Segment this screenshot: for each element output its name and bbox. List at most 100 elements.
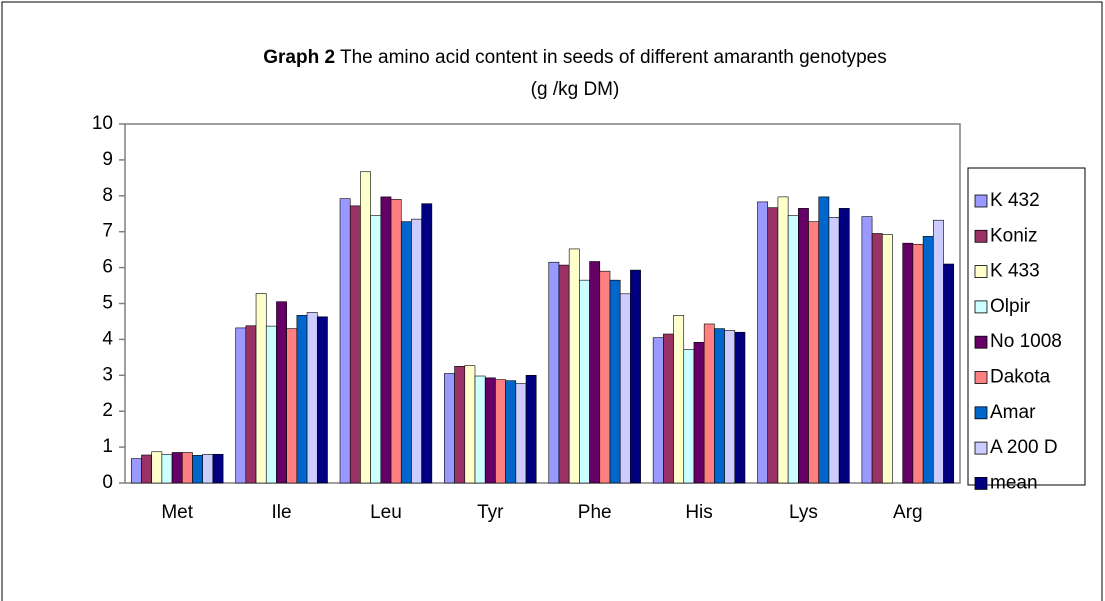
y-tick-label: 4	[102, 328, 113, 349]
bar	[474, 375, 486, 484]
bar	[663, 333, 674, 484]
bar	[619, 293, 631, 484]
legend-label: Koniz	[990, 225, 1038, 246]
bar	[828, 217, 840, 484]
bar	[339, 198, 351, 484]
y-tick-label: 8	[102, 185, 113, 206]
bar	[212, 453, 224, 484]
title-label: Graph 2	[263, 47, 335, 68]
bar	[734, 331, 746, 484]
bar	[912, 243, 924, 484]
legend-swatch	[974, 335, 988, 349]
bar	[652, 337, 664, 484]
legend-swatch	[974, 194, 988, 208]
bar	[444, 373, 455, 484]
x-tick-label: Tyr	[477, 502, 504, 523]
bar	[798, 208, 809, 484]
legend-label: Olpir	[990, 296, 1031, 317]
bar	[881, 234, 893, 484]
bar	[296, 315, 308, 484]
bar	[192, 455, 204, 484]
bar	[787, 215, 799, 484]
bar	[548, 261, 560, 484]
bar	[265, 325, 277, 484]
legend-label: K 432	[990, 190, 1040, 211]
legend-swatch	[974, 441, 988, 455]
bar	[151, 451, 163, 484]
bar	[777, 196, 789, 484]
bar	[141, 454, 152, 484]
y-tick-label: 7	[102, 221, 113, 242]
bar	[630, 269, 641, 484]
bar	[933, 219, 944, 484]
bar	[808, 221, 820, 484]
bar	[943, 263, 955, 484]
bar	[505, 380, 517, 484]
bar	[902, 242, 914, 484]
y-tick-label: 1	[102, 436, 113, 457]
legend-label: A 200 D	[990, 437, 1058, 458]
bar	[245, 325, 257, 484]
x-tick-label: His	[685, 502, 712, 523]
bar	[380, 196, 392, 484]
bar	[861, 216, 873, 484]
legend-box	[967, 167, 1086, 486]
legend-swatch	[974, 229, 988, 243]
bar	[714, 328, 725, 484]
y-tick-label: 6	[102, 257, 113, 278]
legend-label: mean	[990, 472, 1038, 493]
legend-swatch	[974, 371, 988, 384]
bar	[838, 208, 850, 484]
chart-subtitle: (g /kg DM)	[531, 79, 620, 100]
bar	[454, 366, 466, 484]
bar	[579, 279, 590, 484]
bar	[568, 248, 580, 484]
bar	[525, 374, 537, 484]
bar	[370, 215, 382, 484]
bar	[464, 365, 476, 484]
bar	[673, 315, 685, 484]
legend-swatch	[974, 476, 988, 490]
chart-title: Graph 2 The amino acid content in seeds …	[263, 47, 887, 68]
legend-label: Dakota	[990, 367, 1051, 388]
legend-swatch	[974, 406, 988, 420]
bar	[360, 171, 371, 484]
bar	[171, 452, 183, 484]
bar	[609, 279, 621, 484]
x-tick-label: Met	[161, 502, 193, 523]
bar	[515, 383, 527, 484]
legend-label: K 433	[990, 261, 1040, 282]
bar	[683, 349, 695, 484]
legend-label: No 1008	[990, 331, 1062, 352]
bar	[286, 328, 298, 484]
title-text: The amino acid content in seeds of diffe…	[340, 47, 887, 68]
bar	[130, 458, 142, 484]
bar	[349, 205, 361, 484]
y-tick-label: 9	[102, 149, 113, 170]
bar	[495, 379, 506, 484]
bar	[558, 264, 570, 484]
bar	[818, 196, 830, 484]
bar	[703, 323, 715, 484]
bar	[871, 233, 883, 484]
bar	[202, 453, 214, 484]
bar	[181, 452, 193, 484]
bar	[922, 236, 934, 484]
y-tick-label: 0	[102, 472, 113, 493]
x-tick-label: Lys	[789, 502, 818, 523]
bar	[693, 341, 705, 484]
bar	[421, 203, 433, 484]
bar	[724, 330, 736, 484]
x-tick-label: Ile	[272, 502, 292, 523]
x-tick-label: Leu	[370, 502, 402, 523]
legend-swatch	[974, 300, 988, 314]
bar	[306, 312, 318, 484]
legend-label: Amar	[990, 402, 1036, 423]
legend-swatch	[974, 265, 988, 279]
bar	[589, 261, 601, 484]
bar	[390, 199, 402, 484]
y-tick-label: 10	[92, 113, 113, 134]
bar	[411, 218, 422, 484]
